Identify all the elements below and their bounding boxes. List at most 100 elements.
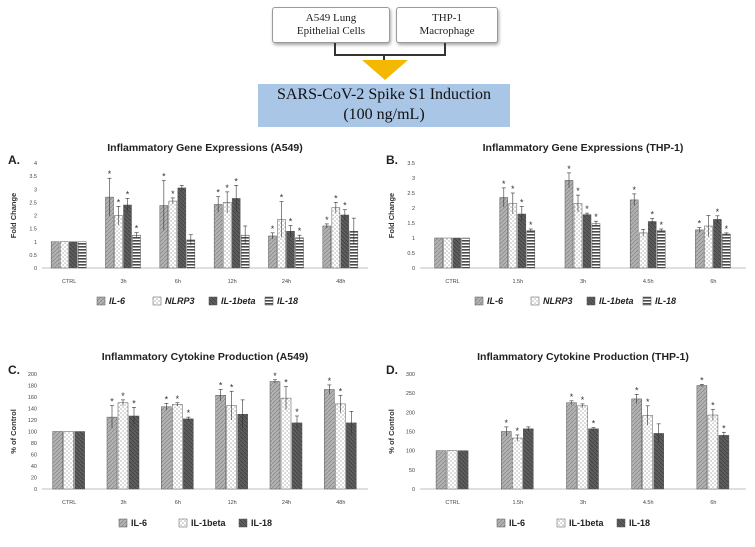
- bar: [168, 200, 178, 269]
- bar: [461, 237, 470, 269]
- thp1-cell-line2: Macrophage: [419, 25, 475, 37]
- y-tick-label: 2.5: [29, 200, 37, 206]
- chart-title: Inflammatory Gene Expressions (A549): [107, 142, 303, 154]
- category-label: 4.5h: [643, 279, 654, 285]
- significance-asterisk: *: [592, 419, 596, 429]
- bar: [50, 241, 60, 269]
- significance-asterisk: *: [126, 189, 130, 199]
- y-tick-label: 2: [34, 214, 37, 220]
- legend-swatch: [642, 296, 652, 306]
- significance-asterisk: *: [121, 391, 125, 401]
- category-label: 12h: [228, 279, 237, 285]
- significance-asterisk: *: [520, 198, 524, 208]
- connector-bar: [334, 54, 446, 56]
- bar: [501, 431, 512, 490]
- y-tick-label: 0: [34, 487, 37, 493]
- bar: [696, 385, 708, 490]
- category-label: 6h: [175, 500, 181, 506]
- y-tick-label: 3: [412, 176, 415, 182]
- category-label: 6h: [710, 279, 716, 285]
- significance-asterisk: *: [700, 375, 704, 385]
- significance-asterisk: *: [502, 179, 506, 189]
- legend-entry: IL-6: [109, 296, 126, 306]
- legend-swatch: [530, 296, 540, 306]
- bar: [128, 415, 140, 490]
- y-axis-label: % of Control: [9, 409, 18, 454]
- category-label: 6h: [710, 500, 716, 506]
- bar: [68, 241, 78, 269]
- significance-asterisk: *: [635, 385, 639, 395]
- category-label: 48h: [336, 500, 345, 506]
- legend-swatch: [96, 296, 106, 306]
- significance-asterisk: *: [328, 376, 332, 386]
- y-tick-label: 3.5: [407, 161, 415, 167]
- bar: [695, 229, 704, 269]
- y-tick-label: 0.5: [407, 251, 415, 257]
- bar: [722, 233, 731, 269]
- panel-label: D.: [386, 363, 398, 377]
- significance-asterisk: *: [117, 197, 121, 207]
- legend-entry: IL-6: [509, 518, 525, 528]
- chart-panel-b: B. Inflammatory Gene Expressions (THP-1) F…: [386, 142, 746, 306]
- bar: [512, 437, 523, 490]
- bar: [707, 414, 719, 490]
- bar: [280, 397, 292, 490]
- y-tick-label: 120: [28, 418, 37, 424]
- significance-asterisk: *: [225, 183, 229, 193]
- chart-title: Inflammatory Gene Expressions (THP-1): [483, 142, 684, 154]
- bar: [172, 404, 183, 490]
- significance-asterisk: *: [570, 392, 574, 402]
- chart-title: Inflammatory Cytokine Production (THP-1): [477, 351, 689, 363]
- legend-entry: IL-1beta: [599, 296, 634, 306]
- significance-asterisk: *: [659, 220, 663, 230]
- legend-entry: IL-1beta: [569, 518, 605, 528]
- significance-asterisk: *: [650, 210, 654, 220]
- significance-asterisk: *: [716, 207, 720, 217]
- bar: [452, 237, 461, 269]
- bar: [132, 234, 141, 269]
- significance-asterisk: *: [576, 186, 580, 196]
- category-label: 3h: [120, 500, 126, 506]
- legend-swatch: [496, 518, 506, 528]
- significance-asterisk: *: [295, 407, 299, 417]
- bar: [434, 237, 443, 269]
- category-label: CTRL: [62, 500, 76, 506]
- bar: [656, 230, 666, 269]
- significance-asterisk: *: [289, 216, 293, 226]
- connector-stem: [383, 55, 385, 62]
- category-label: 24h: [282, 500, 291, 506]
- significance-asterisk: *: [176, 394, 180, 404]
- y-tick-label: 2: [412, 206, 415, 212]
- significance-asterisk: *: [230, 382, 234, 392]
- thp1-cell-line1: THP-1: [432, 12, 462, 24]
- y-tick-label: 40: [31, 464, 37, 470]
- y-tick-label: 1.5: [29, 227, 37, 233]
- chart-title: Inflammatory Cytokine Production (A549): [102, 351, 309, 363]
- bar: [123, 204, 132, 269]
- significance-asterisk: *: [234, 176, 238, 186]
- bar: [443, 237, 452, 269]
- bar: [291, 422, 303, 490]
- y-tick-label: 140: [28, 407, 37, 413]
- bar: [331, 207, 341, 269]
- significance-asterisk: *: [280, 193, 284, 203]
- category-label: CTRL: [445, 500, 459, 506]
- bar: [183, 418, 194, 490]
- y-tick-label: 50: [409, 468, 415, 474]
- category-label: 6h: [175, 279, 181, 285]
- legend-entry: NLRP3: [543, 296, 573, 306]
- bar: [117, 402, 129, 490]
- category-label: 1.5h: [512, 500, 523, 506]
- legend-swatch: [152, 296, 162, 306]
- bar: [573, 203, 583, 269]
- significance-asterisk: *: [325, 215, 329, 225]
- induction-banner: SARS-CoV-2 Spike S1 Induction (100 ng/mL…: [258, 84, 510, 127]
- y-tick-label: 60: [31, 453, 37, 459]
- significance-asterisk: *: [135, 224, 139, 234]
- significance-asterisk: *: [632, 185, 636, 195]
- significance-asterisk: *: [108, 169, 112, 179]
- bar: [177, 187, 187, 269]
- significance-asterisk: *: [725, 224, 729, 234]
- bar: [523, 428, 534, 490]
- connector-right: [444, 43, 446, 55]
